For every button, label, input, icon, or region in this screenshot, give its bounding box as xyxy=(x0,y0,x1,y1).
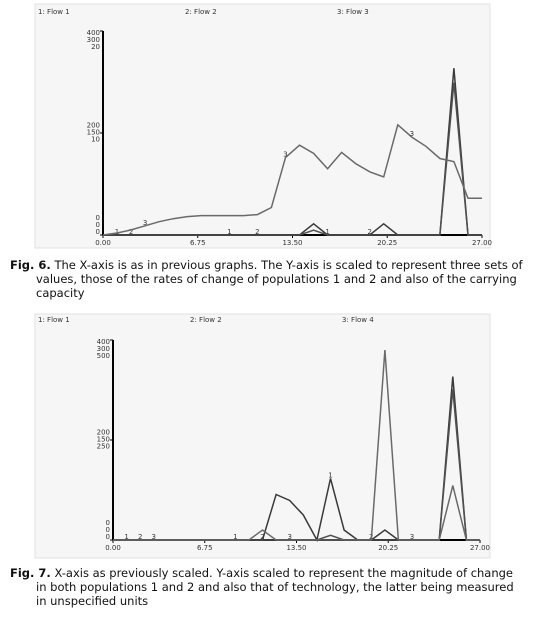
y-tick-label: 0 xyxy=(106,526,110,534)
curve-marker: 1 xyxy=(227,228,231,236)
curve-marker: 1 xyxy=(233,533,237,541)
y-tick-label: 300 xyxy=(97,345,110,353)
curve-marker: 3 xyxy=(410,130,414,138)
y-tick-label: 0 xyxy=(96,221,100,229)
curve-marker: 2 xyxy=(255,228,259,236)
legend-entry: 2: Flow 2 xyxy=(190,316,222,324)
y-tick-label: 0 xyxy=(106,519,110,527)
y-tick-label: 200 xyxy=(87,122,100,130)
curve-marker: 2 xyxy=(260,533,264,541)
plot-background xyxy=(34,313,491,559)
caption-label: Fig. 7. xyxy=(10,566,51,580)
x-tick-label: 20.25 xyxy=(377,239,397,247)
caption-text: X-axis as previously scaled. Y-axis scal… xyxy=(36,566,514,608)
x-tick-label: 6.75 xyxy=(190,239,206,247)
plot-background xyxy=(34,3,491,249)
curve-marker: 1 xyxy=(115,228,119,236)
curve-marker: 3 xyxy=(283,150,287,158)
legend-entry: 1: Flow 1 xyxy=(38,316,70,324)
curve-marker: 2 xyxy=(138,533,142,541)
legend-entry: 1: Flow 1 xyxy=(38,8,70,16)
x-tick-label: 6.75 xyxy=(197,544,213,552)
y-tick-label: 0 xyxy=(96,214,100,222)
x-tick-label: 0.00 xyxy=(95,239,111,247)
curve-marker: 3 xyxy=(152,533,156,541)
y-tick-label: 0 xyxy=(106,533,110,541)
x-tick-label: 27.00 xyxy=(470,544,490,552)
series-line xyxy=(103,82,482,236)
curve-marker: 2 xyxy=(129,228,133,236)
figure-6-caption: Fig. 6. The X-axis is as in previous gra… xyxy=(10,258,526,300)
caption-label: Fig. 6. xyxy=(10,258,51,272)
x-tick-label: 27.00 xyxy=(472,239,492,247)
curve-marker: 1 xyxy=(328,472,332,480)
y-tick-label: 10 xyxy=(91,136,100,144)
y-tick-label: 200 xyxy=(97,429,110,437)
x-tick-label: 13.50 xyxy=(282,239,302,247)
curve-marker: 3 xyxy=(410,533,414,541)
y-tick-label: 20 xyxy=(91,43,100,51)
y-tick-label: 400 xyxy=(87,29,100,37)
figure-7-caption: Fig. 7. X-axis as previously scaled. Y-a… xyxy=(10,566,526,608)
y-tick-label: 150 xyxy=(87,129,100,137)
x-tick-label: 0.00 xyxy=(105,544,121,552)
legend-entry: 2: Flow 2 xyxy=(185,8,217,16)
y-tick-label: 150 xyxy=(97,436,110,444)
x-tick-label: 13.50 xyxy=(286,544,306,552)
series-line xyxy=(113,349,480,541)
series-line xyxy=(102,123,482,236)
y-tick-label: 0 xyxy=(96,228,100,236)
curve-marker: 2 xyxy=(367,228,371,236)
curve-marker: 1 xyxy=(325,228,329,236)
y-tick-label: 250 xyxy=(97,443,110,451)
y-tick-label: 400 xyxy=(97,338,110,346)
figure-7-chart: 0.00 6.75 13.50 20.25 27.001: Flow 102004001… xyxy=(34,313,491,559)
legend-entry: 3: Flow 4 xyxy=(342,316,374,324)
caption-text: The X-axis is as in previous graphs. The… xyxy=(36,258,523,300)
curve-marker: 3 xyxy=(287,533,291,541)
curve-marker: 1 xyxy=(124,533,128,541)
legend-entry: 3: Flow 3 xyxy=(337,8,369,16)
x-tick-label: 20.25 xyxy=(378,544,398,552)
y-tick-label: 500 xyxy=(97,352,110,360)
y-tick-label: 300 xyxy=(87,36,100,44)
curve-marker: 3 xyxy=(143,219,147,227)
figure-6-chart: 0.00 6.75 13.50 20.25 27.001: Flow 102004001… xyxy=(34,3,492,249)
